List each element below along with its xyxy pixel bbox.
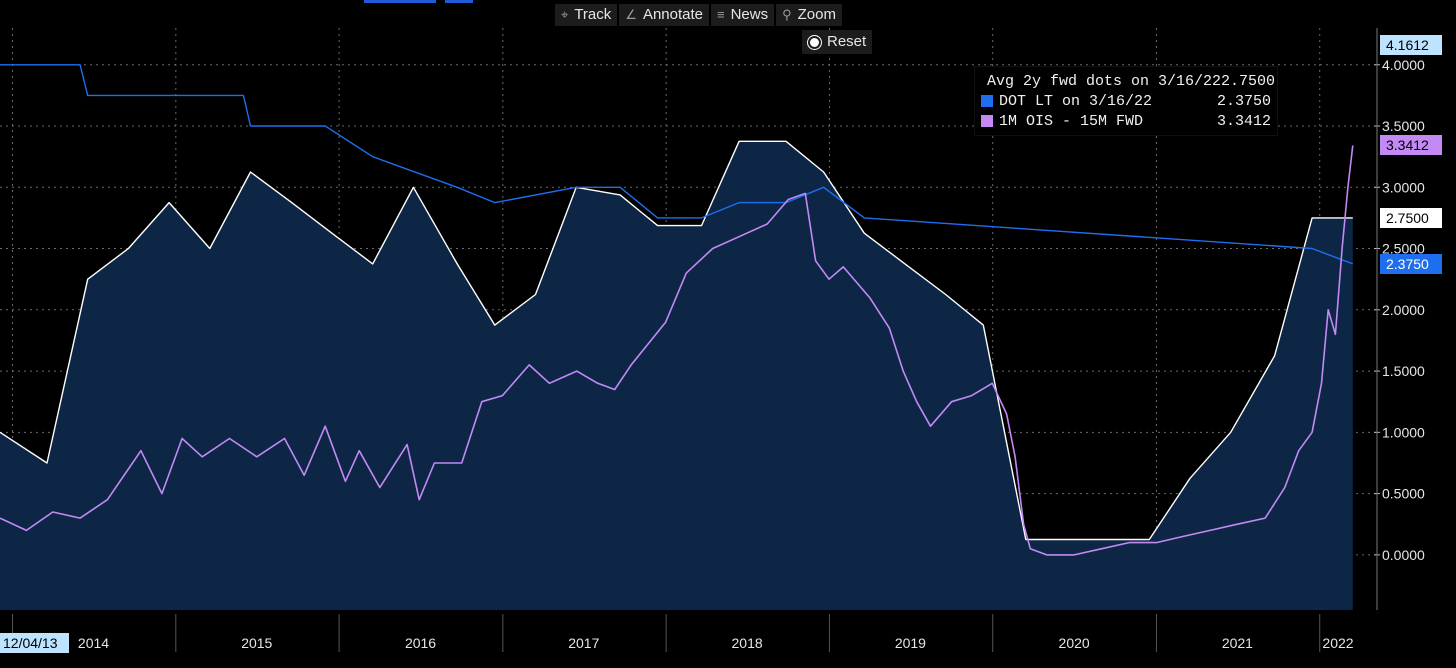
- x-tick-label: 2016: [405, 635, 436, 651]
- start-date-label: 12/04/13: [3, 635, 58, 651]
- series-line[interactable]: [0, 64, 1354, 265]
- reset-label: Reset: [827, 33, 867, 50]
- track-button[interactable]: ⌖ Track: [555, 4, 618, 26]
- legend-entry[interactable]: 1M OIS - 15M FWD 3.3412: [981, 111, 1271, 131]
- series-area: [0, 141, 1353, 611]
- legend-series-value: 3.3412: [1216, 112, 1271, 130]
- news-label: News: [730, 6, 769, 23]
- series-line[interactable]: [0, 140, 1353, 541]
- chart-legend: Avg 2y fwd dots on 3/16/22 2.7500 DOT LT…: [974, 66, 1278, 136]
- legend-swatch: [981, 95, 993, 107]
- y-tick-label: 2.0000: [1382, 302, 1425, 318]
- x-tick-label: 2022: [1322, 635, 1353, 651]
- zoom-button[interactable]: ⚲ Zoom: [776, 4, 842, 26]
- legend-swatch: [981, 115, 993, 127]
- y-tick-label: 3.5000: [1382, 118, 1425, 134]
- active-tab-indicator: [364, 0, 436, 3]
- zoom-label: Zoom: [797, 6, 836, 23]
- track-label: Track: [574, 6, 612, 23]
- news-icon: ≡: [717, 7, 725, 22]
- chart-toolbar: ⌖ Track ∠ Annotate ≡ News ⚲ Zoom: [555, 4, 842, 26]
- legend-series-name: 1M OIS - 15M FWD: [999, 112, 1144, 130]
- legend-series-name: DOT LT on 3/16/22: [999, 92, 1153, 110]
- pencil-icon: ∠: [625, 7, 637, 22]
- y-tick-label: 3.0000: [1382, 179, 1425, 195]
- start-date-badge: [0, 633, 69, 653]
- y-tick-label: 1.5000: [1382, 363, 1425, 379]
- annotate-label: Annotate: [642, 6, 703, 23]
- magnifier-icon: ⚲: [782, 7, 792, 22]
- last-value-tag: 2.7500: [1380, 207, 1442, 228]
- x-tick-label: 2019: [895, 635, 926, 651]
- reset-button[interactable]: Reset: [802, 30, 873, 54]
- series-line[interactable]: [0, 145, 1354, 556]
- news-button[interactable]: ≡ News: [711, 4, 775, 26]
- legend-entry[interactable]: Avg 2y fwd dots on 3/16/22 2.7500: [981, 71, 1275, 91]
- legend-series-name: Avg 2y fwd dots on 3/16/22: [987, 72, 1222, 90]
- y-tick-label: 0.5000: [1382, 486, 1425, 502]
- y-tick-label: 1.0000: [1382, 424, 1425, 440]
- x-tick-label: 2015: [241, 635, 272, 651]
- legend-entry[interactable]: DOT LT on 3/16/22 2.3750: [981, 91, 1271, 111]
- last-value-tag: 4.1612: [1380, 35, 1442, 55]
- y-tick-label: 4.0000: [1382, 57, 1425, 73]
- active-tab-indicator: [445, 0, 473, 3]
- x-tick-label: 2020: [1059, 635, 1090, 651]
- x-tick-label: 2014: [78, 635, 109, 651]
- x-tick-label: 2017: [568, 635, 599, 651]
- annotate-button[interactable]: ∠ Annotate: [619, 4, 709, 26]
- x-tick-label: 2021: [1222, 635, 1253, 651]
- crosshair-icon: ⌖: [561, 7, 569, 22]
- last-value-tag: 2.3750: [1380, 253, 1442, 274]
- y-tick-label: 0.0000: [1382, 547, 1425, 563]
- radio-dot-icon: [810, 37, 819, 47]
- last-value-tag: 3.3412: [1380, 135, 1442, 156]
- legend-series-value: 2.3750: [1216, 92, 1271, 110]
- x-tick-label: 2018: [732, 635, 763, 651]
- legend-series-value: 2.7500: [1221, 72, 1276, 90]
- y-tick-label: 2.5000: [1382, 241, 1425, 257]
